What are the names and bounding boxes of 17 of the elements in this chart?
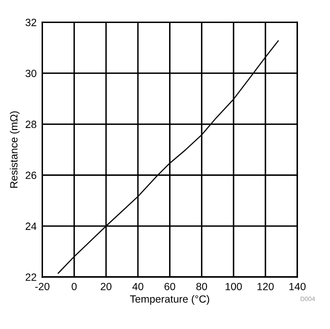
x-tick-label: 140: [289, 282, 306, 290]
y-tick-label: 28: [26, 120, 36, 128]
x-tick-label: 0: [72, 282, 77, 290]
x-tick-label: 60: [164, 282, 176, 290]
y-tick-label: 24: [26, 222, 36, 230]
x-tick-label: 80: [196, 282, 208, 290]
y-tick-label: 30: [26, 70, 36, 78]
x-axis-title: Temperature (°C): [130, 295, 210, 305]
x-tick-label: 20: [100, 282, 112, 290]
x-tick-label: -20: [35, 282, 50, 290]
x-tick-label: 40: [132, 282, 144, 290]
x-tick-label: 120: [258, 282, 274, 290]
y-tick-label: 32: [26, 18, 36, 26]
y-axis-title: Resistance (mΩ): [10, 111, 20, 188]
y-tick-label: 26: [26, 172, 36, 179]
x-tick-label: 100: [226, 282, 242, 290]
y-tick-label: 22: [26, 274, 36, 281]
